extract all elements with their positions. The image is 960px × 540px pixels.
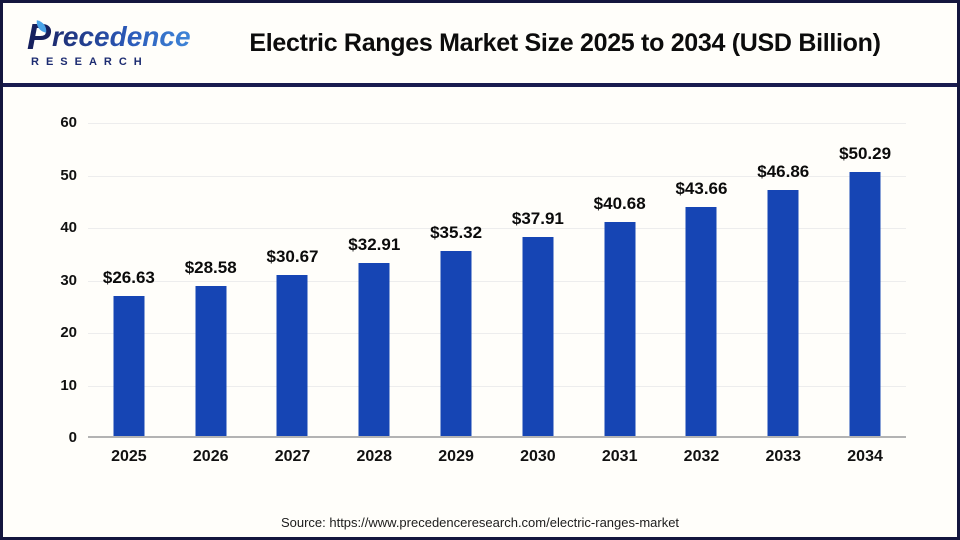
gridline xyxy=(88,333,906,334)
bar-2025 xyxy=(113,296,145,436)
gridline xyxy=(88,280,906,282)
x-axis-tick-label: 2034 xyxy=(847,448,883,465)
x-axis-tick-label: 2031 xyxy=(601,448,638,465)
bar-slot: $32.91 xyxy=(333,123,415,436)
y-axis-labels: 0 10 20 30 40 50 60 xyxy=(25,114,77,446)
chart-area: 0 10 20 30 40 50 60 $26.63 $28.58 $30.67 $32.91 $3… xyxy=(3,87,957,505)
gridline xyxy=(88,175,906,177)
page-title: Electric Ranges Market Size 2025 to 2034… xyxy=(249,28,881,57)
x-axis-tick-label: 2026 xyxy=(192,448,229,465)
header: P recedence RESEARCH Electric Ranges Mar… xyxy=(3,3,957,87)
x-axis-tick-label: 2033 xyxy=(765,448,802,465)
source-text: Source: https://www.precedenceresearch.c… xyxy=(280,515,680,530)
bar-slot: $43.66 xyxy=(661,123,743,436)
bar-slot: $37.91 xyxy=(497,123,579,436)
y-axis-tick-label: 30 xyxy=(60,271,77,289)
x-axis-tick-label: 2027 xyxy=(274,448,311,465)
brand-name: recedence xyxy=(52,20,191,52)
bar-value-label: $26.63 xyxy=(102,268,155,288)
leaf-p-icon: P xyxy=(27,15,52,57)
bar-2034 xyxy=(849,171,881,436)
bar-value-label: $40.68 xyxy=(593,194,646,214)
brand-logo: P recedence RESEARCH xyxy=(27,15,217,68)
y-axis-tick-label: 0 xyxy=(68,429,77,446)
y-axis-tick-label: 20 xyxy=(60,324,77,341)
bar-slot: $30.67 xyxy=(252,123,334,436)
bar-2030 xyxy=(522,236,554,436)
bar-slot: $26.63 xyxy=(88,123,170,436)
x-axis-tick-label: 2028 xyxy=(356,448,393,465)
x-axis-tick-label: 2032 xyxy=(683,448,720,465)
bar-value-label: $50.29 xyxy=(839,143,892,163)
brand-subtitle: RESEARCH xyxy=(31,55,149,68)
bar-value-label: $32.91 xyxy=(348,235,401,255)
bar-2031 xyxy=(604,222,636,436)
bar-slot: $50.29 xyxy=(824,123,906,436)
bar-slot: $46.86 xyxy=(742,123,824,436)
gridline xyxy=(88,123,906,124)
bar-2032 xyxy=(685,206,717,436)
bar-slot: $35.32 xyxy=(415,123,497,436)
bars-container: $26.63 $28.58 $30.67 $32.91 $35.32 $37.91 $40.… xyxy=(88,123,906,436)
bar-slot: $40.68 xyxy=(579,123,661,436)
bar-2029 xyxy=(440,250,472,436)
bar-slot: $28.58 xyxy=(170,123,252,436)
bar-value-label: $46.86 xyxy=(757,162,810,181)
bar-2033 xyxy=(767,190,799,436)
x-axis-tick-label: 2030 xyxy=(520,448,556,465)
y-axis-tick-label: 40 xyxy=(60,219,77,236)
bar-value-label: $28.58 xyxy=(184,257,237,277)
plot-area: $26.63 $28.58 $30.67 $32.91 $35.32 $37.91 $40.… xyxy=(88,123,906,438)
bar-value-label: $37.91 xyxy=(511,208,564,228)
y-axis-tick-label: 10 xyxy=(60,376,77,394)
bar-2026 xyxy=(195,285,227,436)
x-axis-labels: 2025 2026 2027 2028 2029 2030 2031 2032 2033 2034 xyxy=(88,448,906,466)
gridline xyxy=(88,228,906,229)
y-axis-tick-label: 60 xyxy=(60,114,77,131)
bar-value-label: $43.66 xyxy=(675,178,728,198)
gridline xyxy=(88,385,906,387)
brand-name-line: P recedence xyxy=(27,15,217,57)
bar-2027 xyxy=(276,274,308,436)
x-axis-tick-label: 2029 xyxy=(438,448,474,465)
bar-2028 xyxy=(358,263,390,436)
bar-value-label: $30.67 xyxy=(266,246,319,266)
x-axis-tick-label: 2025 xyxy=(111,448,147,465)
y-axis-tick-label: 50 xyxy=(60,166,77,184)
bar-value-label: $35.32 xyxy=(430,222,483,242)
